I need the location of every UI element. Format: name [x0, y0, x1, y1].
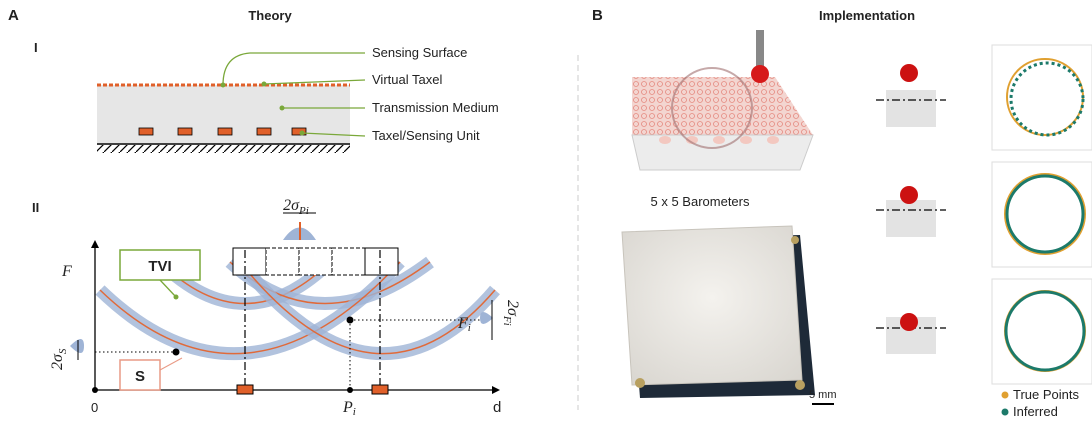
label: Taxel/Sensing Unit [372, 128, 480, 143]
sigma-p: 2σPi [283, 197, 309, 217]
math: 2σ [283, 197, 300, 214]
sensor-photo [622, 226, 815, 398]
theory-diagram [70, 213, 500, 394]
math: 2σ [49, 353, 66, 370]
box-label: TVI [148, 258, 171, 275]
origin: 0 [91, 400, 98, 415]
box-label: S [135, 368, 145, 385]
reconstructions [992, 45, 1092, 416]
math: P [342, 399, 353, 416]
panel-title: Theory [248, 8, 292, 23]
sensor-diagram [97, 53, 365, 153]
p-i: Pi [342, 399, 356, 418]
figure: A Theory B Implementation I II Sensing S… [0, 0, 1092, 426]
label: Sensing Surface [372, 45, 467, 60]
part-label: I [34, 40, 38, 55]
panel-letter: A [8, 7, 19, 24]
sensor-render [632, 30, 813, 170]
legend-label: True Points [1013, 387, 1079, 402]
subscript: i [353, 406, 356, 418]
math: F [457, 315, 468, 332]
subscript: i [468, 322, 471, 334]
subscript: Fi [501, 315, 513, 326]
subscript: S [57, 348, 69, 354]
math: 2σ [504, 300, 521, 317]
subscript: Pi [298, 205, 309, 217]
sigma-s: 2σS [49, 348, 69, 370]
sigma-f: 2σFi [501, 300, 521, 326]
panel-title: Implementation [819, 8, 915, 23]
scale-label: 5 mm [809, 389, 837, 401]
axis-label: d [493, 399, 501, 416]
label: Transmission Medium [372, 100, 499, 115]
part-label: II [32, 200, 39, 215]
axis-label: F [61, 263, 72, 280]
panel-letter: B [592, 7, 603, 24]
legend-label: Inferred [1013, 404, 1058, 419]
caption: 5 x 5 Barometers [651, 194, 750, 209]
label: Virtual Taxel [372, 72, 442, 87]
position-diagrams [876, 64, 946, 354]
